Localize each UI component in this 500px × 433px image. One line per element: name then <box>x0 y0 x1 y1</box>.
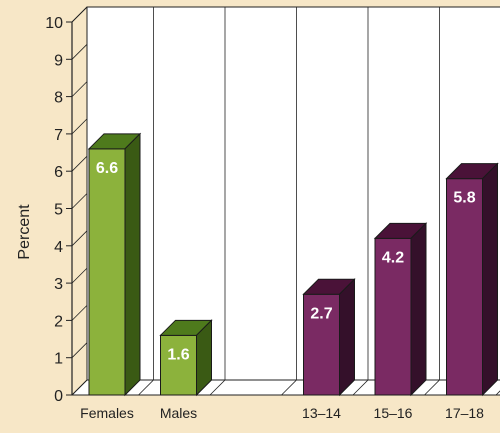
y-tick-diagonal <box>71 81 88 97</box>
y-tick-label: 4 <box>54 239 63 256</box>
bar-side <box>124 132 141 397</box>
y-tick-label: 8 <box>54 90 63 107</box>
x-tick-label: Females <box>80 405 134 421</box>
y-tick-label: 9 <box>54 52 63 69</box>
bar-value-label: 5.8 <box>453 190 475 207</box>
bar-value-label: 1.6 <box>167 346 189 363</box>
y-tick-diagonal <box>71 193 88 209</box>
y-tick-diagonal <box>71 342 88 358</box>
bar-side <box>482 162 498 397</box>
floor-divider <box>352 379 369 396</box>
y-tick-label: 2 <box>54 313 63 330</box>
bar <box>303 293 340 396</box>
y-tick-label: 0 <box>54 388 63 405</box>
bar-value-label: 2.7 <box>310 305 332 322</box>
x-tick-label: 13–14 <box>302 405 341 421</box>
bar <box>160 334 197 396</box>
x-tick-label: 15–16 <box>374 405 413 421</box>
y-tick-diagonal <box>71 305 88 321</box>
y-tick-diagonal <box>71 6 88 23</box>
floor-divider <box>281 379 297 396</box>
y-tick-diagonal <box>71 267 88 284</box>
floor-divider <box>424 379 440 396</box>
y-tick-label: 7 <box>54 127 63 144</box>
y-tick-label: 3 <box>54 276 63 293</box>
bar <box>88 148 126 396</box>
y-axis-label: Percent <box>16 204 33 260</box>
y-tick-diagonal <box>71 118 88 135</box>
y-tick-label: 6 <box>54 164 63 181</box>
bar-value-label: 4.2 <box>382 249 404 266</box>
x-tick-label: Males <box>160 405 197 421</box>
bar <box>374 237 412 396</box>
y-tick-diagonal <box>71 230 88 247</box>
y-tick-label: 5 <box>54 202 63 219</box>
bar-value-label: 6.6 <box>96 160 118 177</box>
floor-divider <box>209 379 226 396</box>
y-tick-diagonal <box>71 155 88 172</box>
y-tick-diagonal <box>71 379 88 396</box>
y-tick-label: 1 <box>54 351 63 368</box>
floor-divider <box>138 379 154 396</box>
back-wall <box>86 6 500 381</box>
y-tick-label: 10 <box>45 15 63 32</box>
bar-side <box>339 278 355 397</box>
x-tick-label: 17–18 <box>445 405 484 421</box>
bar-side <box>196 319 212 397</box>
y-tick-diagonal <box>71 44 88 60</box>
bar <box>446 178 483 396</box>
floor-divider <box>495 390 500 396</box>
bar-side <box>410 222 427 397</box>
